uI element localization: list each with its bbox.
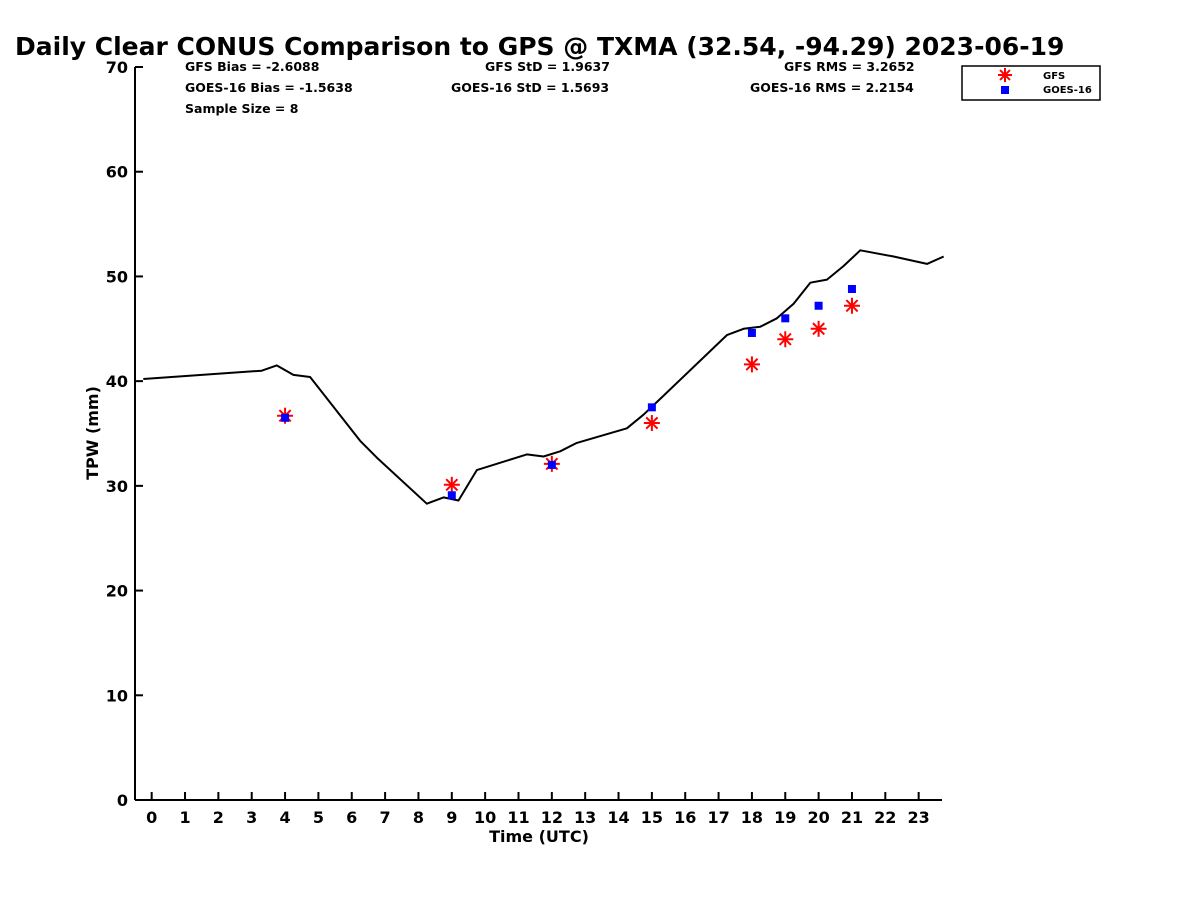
y-tick-label: 10 [106, 686, 128, 705]
x-tick-label: 5 [313, 808, 324, 827]
x-tick-label: 20 [807, 808, 829, 827]
legend-gfs-label: GFS [1043, 71, 1065, 82]
x-tick-label: 17 [707, 808, 729, 827]
plot-area [143, 249, 945, 505]
legend-gfs-marker [998, 68, 1012, 82]
legend-box [961, 65, 1101, 101]
legend-gfs-asterisk [998, 68, 1012, 82]
legend-goes-label: GOES-16 [1043, 85, 1092, 96]
x-tick-label: 9 [446, 808, 457, 827]
y-tick-label: 60 [106, 163, 128, 182]
y-axis-label: TPW (mm) [83, 386, 102, 480]
y-tick-label: 40 [106, 372, 128, 391]
x-tick-label: 0 [146, 808, 157, 827]
gps-line [143, 249, 945, 505]
y-tick-label: 20 [106, 582, 128, 601]
x-tick-label: 22 [874, 808, 896, 827]
goes16-point [847, 284, 856, 293]
stat-gfs-std: GFS StD = 1.9637 [485, 59, 610, 74]
y-tick-label: 30 [106, 477, 128, 496]
gfs-point [443, 476, 460, 493]
x-tick-label: 10 [474, 808, 496, 827]
legend-goes-marker [1001, 86, 1009, 94]
x-tick-label: 2 [213, 808, 224, 827]
x-tick-label: 1 [179, 808, 190, 827]
goes16-point [647, 403, 656, 412]
x-tick-label: 16 [674, 808, 696, 827]
legend-goes-square [1001, 86, 1009, 94]
chart-title: Daily Clear CONUS Comparison to GPS @ TX… [15, 32, 1064, 61]
gfs-point [643, 415, 660, 432]
x-tick-label: 11 [507, 808, 529, 827]
goes16-point [814, 301, 823, 310]
goes16-point [547, 460, 556, 469]
x-tick-label: 7 [380, 808, 391, 827]
x-tick-label: 13 [574, 808, 596, 827]
goes16-point [281, 413, 290, 422]
stat-goes-std: GOES-16 StD = 1.5693 [451, 80, 609, 95]
x-tick-label: 8 [413, 808, 424, 827]
goes16-point [781, 314, 790, 323]
stats-block: GFS Bias = -2.6088 GFS StD = 1.9637 GFS … [185, 59, 915, 116]
gfs-point [743, 356, 760, 373]
stat-goes-bias: GOES-16 Bias = -1.5638 [185, 80, 353, 95]
x-tick-label: 6 [346, 808, 357, 827]
stat-goes-rms: GOES-16 RMS = 2.2154 [750, 80, 914, 95]
x-tick-label: 15 [641, 808, 663, 827]
axes [134, 67, 942, 801]
x-ticks: 0 1 2 3 4 5 6 7 8 9 10 11 12 13 14 15 16 17 18 19 20 21 22 23 [146, 792, 930, 827]
x-tick-label: 12 [541, 808, 563, 827]
x-tick-label: 21 [841, 808, 863, 827]
stat-gfs-bias: GFS Bias = -2.6088 [185, 59, 319, 74]
gfs-point [843, 297, 860, 314]
y-ticks: 0 10 20 30 40 50 60 70 [106, 58, 143, 810]
y-tick-label: 0 [117, 791, 128, 810]
x-tick-label: 4 [279, 808, 290, 827]
gfs-point [810, 320, 827, 337]
goes16-point [747, 328, 756, 337]
y-tick-label: 70 [106, 58, 128, 77]
x-tick-label: 23 [908, 808, 930, 827]
goes16-point [447, 491, 456, 500]
gfs-point [777, 331, 794, 348]
x-tick-label: 14 [607, 808, 629, 827]
stat-gfs-rms: GFS RMS = 3.2652 [784, 59, 915, 74]
legend: GFS GOES-16 [961, 65, 1101, 101]
x-tick-label: 18 [741, 808, 763, 827]
stat-sample-size: Sample Size = 8 [185, 101, 298, 116]
x-axis-label: Time (UTC) [489, 827, 589, 846]
x-tick-label: 19 [774, 808, 796, 827]
y-tick-label: 50 [106, 267, 128, 286]
x-tick-label: 3 [246, 808, 257, 827]
